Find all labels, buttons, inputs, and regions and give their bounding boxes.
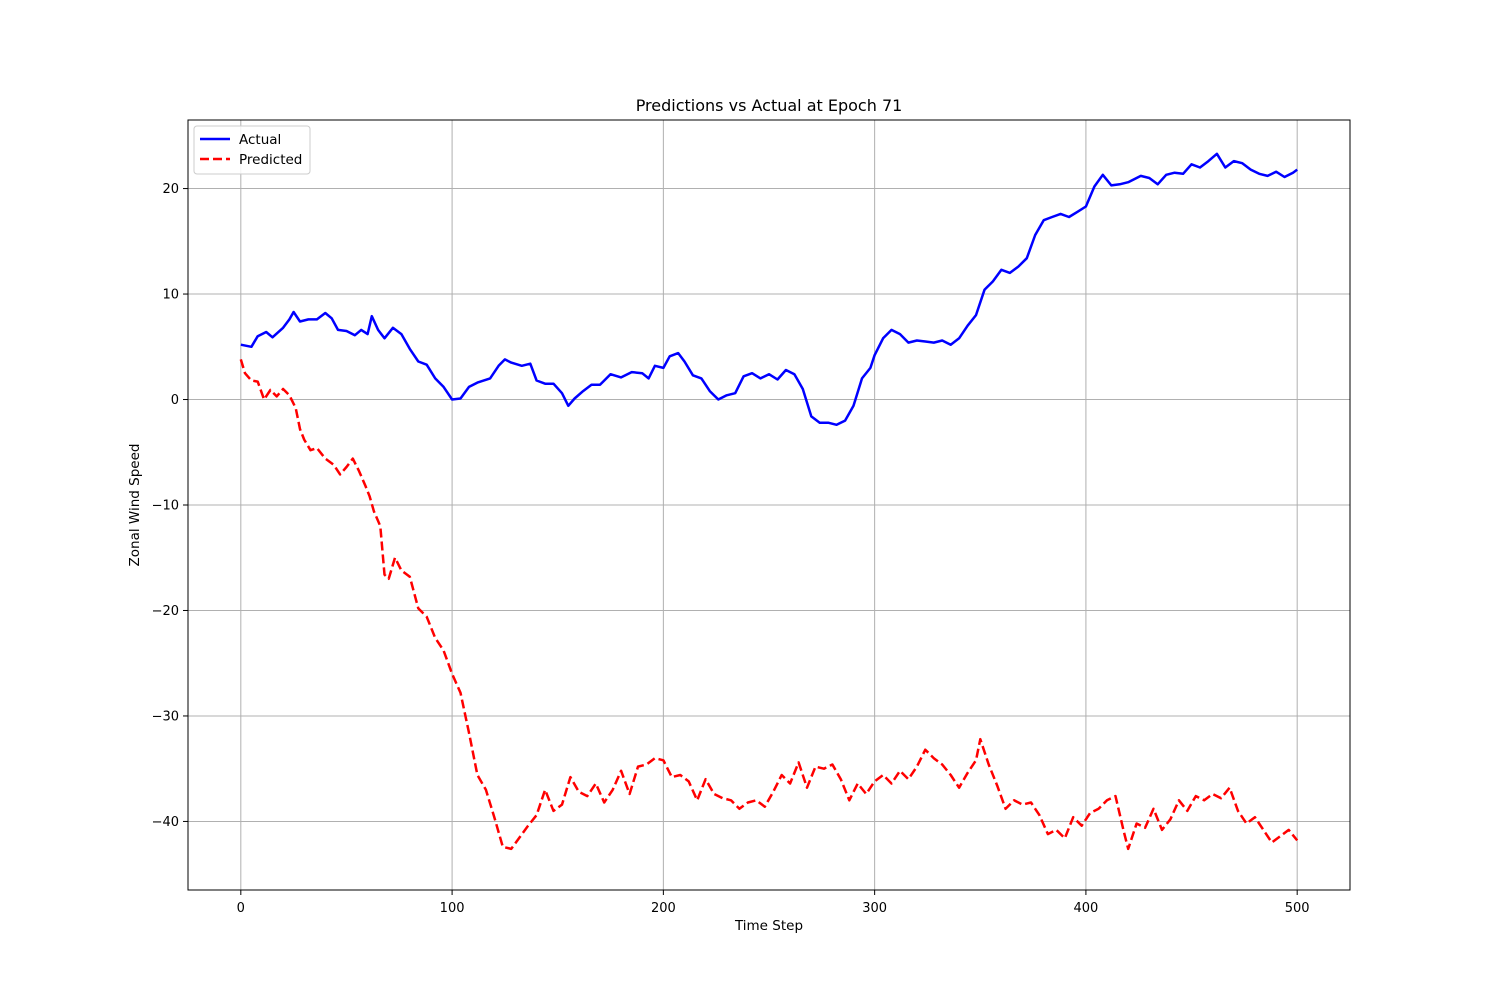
- x-axis-title: Time Step: [734, 918, 803, 934]
- grid-lines: [188, 120, 1350, 890]
- legend: Actual Predicted: [193, 125, 311, 175]
- x-tick-label: 100: [440, 901, 465, 916]
- plot-series: [239, 152, 1299, 851]
- y-tick-label: −20: [152, 604, 179, 619]
- y-tick-label: −40: [152, 815, 179, 830]
- legend-label-actual: Actual: [239, 132, 281, 148]
- series-line-predicted: [239, 359, 1299, 851]
- series-line-actual: [240, 152, 1298, 427]
- x-tick-label: 300: [862, 901, 887, 916]
- chart-title: Predictions vs Actual at Epoch 71: [636, 96, 903, 115]
- y-tick-label: −10: [152, 499, 179, 514]
- x-tick-label: 400: [1073, 901, 1098, 916]
- y-tick-label: 0: [171, 393, 179, 408]
- legend-label-predicted: Predicted: [239, 152, 302, 168]
- y-tick-label: 20: [162, 182, 179, 197]
- x-tick-label: 500: [1285, 901, 1310, 916]
- plot-area-frame: [187, 119, 1351, 891]
- x-tick-label: 200: [651, 901, 676, 916]
- x-tick-label: 0: [237, 901, 245, 916]
- y-axis-title: Zonal Wind Speed: [127, 444, 143, 567]
- y-tick-label: −30: [152, 709, 179, 724]
- axis-ticks: 0 100 200 300 400 500 −40 −30 −20 −10 0 10 20: [152, 182, 1310, 916]
- y-tick-label: 10: [162, 288, 179, 303]
